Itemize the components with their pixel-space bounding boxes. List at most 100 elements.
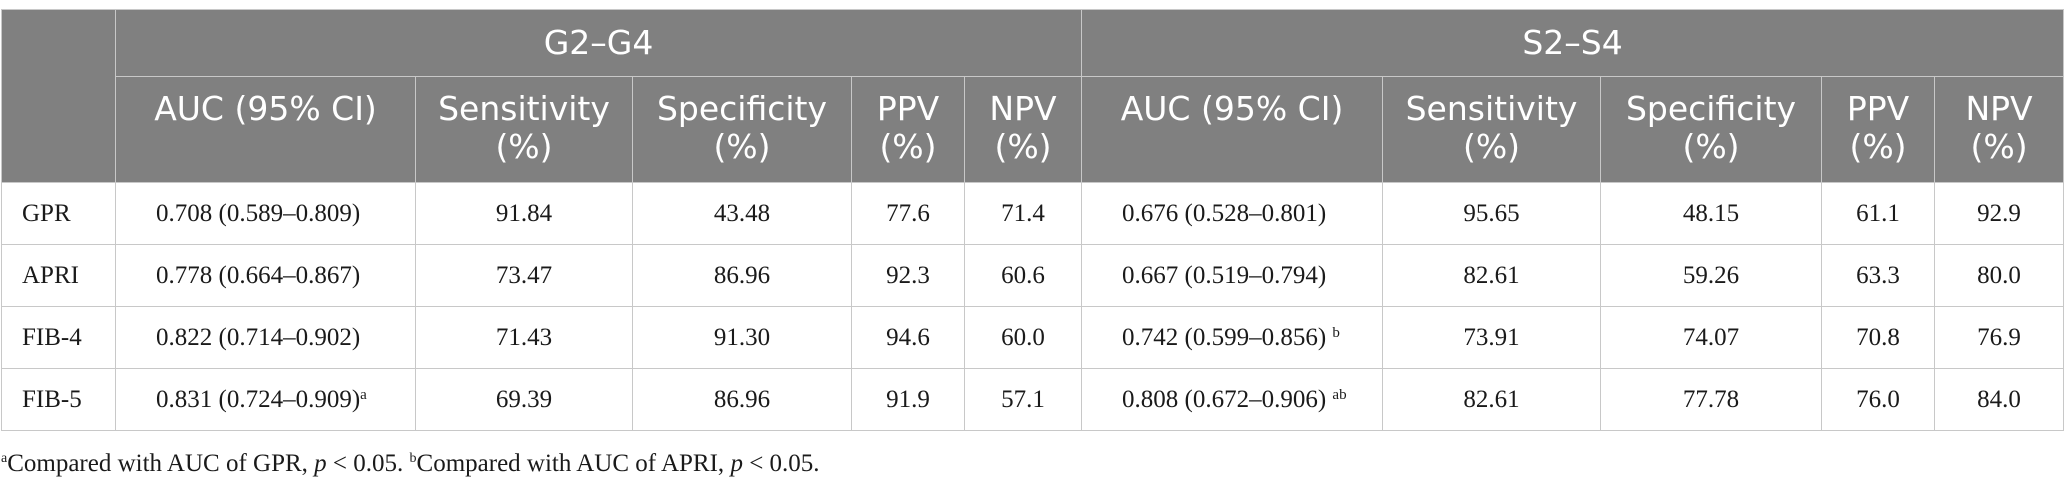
header-text: PPV bbox=[1846, 89, 1910, 128]
cell-g-auc: 0.778 (0.664–0.867) bbox=[115, 244, 416, 307]
cell-g-sensitivity: 71.43 bbox=[415, 306, 633, 369]
header-text: PPV bbox=[876, 89, 940, 128]
header-unit: (%) bbox=[1970, 127, 2028, 166]
header-unit: (%) bbox=[879, 127, 937, 166]
row-label: FIB-5 bbox=[1, 368, 116, 431]
header-s-auc-text: AUC (95% CI) bbox=[1120, 89, 1344, 128]
header-g-auc: AUC (95% CI) bbox=[115, 76, 416, 183]
cell-s-specificity: 59.26 bbox=[1600, 244, 1823, 307]
header-g-sensitivity: Sensitivity (%) bbox=[415, 76, 633, 183]
cell-g-npv: 71.4 bbox=[963, 182, 1083, 245]
footnote-marker-b: b bbox=[409, 451, 417, 466]
cell-g-auc: 0.708 (0.589–0.809) bbox=[115, 182, 416, 245]
footnote-b-tail: < 0.05. bbox=[742, 450, 820, 477]
cell-g-specificity: 86.96 bbox=[632, 368, 852, 431]
cell-s-sensitivity: 95.65 bbox=[1382, 182, 1602, 245]
cell-s-npv: 84.0 bbox=[1934, 368, 2065, 431]
corner-header bbox=[1, 9, 116, 183]
cell-g-npv: 60.6 bbox=[963, 244, 1083, 307]
header-s-auc: AUC (95% CI) bbox=[1081, 76, 1384, 183]
row-label: FIB-4 bbox=[1, 306, 116, 369]
results-table-container: G2–G4 S2–S4 AUC (95% CI) Sensitivity (%) … bbox=[1, 9, 2065, 431]
header-s-sensitivity: Sensitivity (%) bbox=[1382, 76, 1602, 183]
cell-s-specificity: 77.78 bbox=[1600, 368, 1823, 431]
group-header-s2-s4: S2–S4 bbox=[1081, 9, 2065, 77]
p-symbol: p bbox=[730, 450, 743, 477]
cell-g-npv: 57.1 bbox=[963, 368, 1083, 431]
cell-g-ppv: 91.9 bbox=[851, 368, 965, 431]
cell-g-ppv: 94.6 bbox=[851, 306, 965, 369]
results-table: G2–G4 S2–S4 AUC (95% CI) Sensitivity (%) … bbox=[1, 9, 2065, 431]
cell-g-sensitivity: 91.84 bbox=[415, 182, 633, 245]
header-unit: (%) bbox=[1682, 127, 1740, 166]
footnote-marker: ab bbox=[1332, 386, 1347, 403]
cell-s-specificity: 74.07 bbox=[1600, 306, 1823, 369]
group-header-g2-g4: G2–G4 bbox=[114, 9, 1083, 77]
header-text: Sensitivity bbox=[438, 89, 610, 128]
table-row: FIB-5 0.831 (0.724–0.909)a 69.39 86.96 9… bbox=[1, 368, 2065, 431]
auc-value: 0.742 (0.599–0.856) bbox=[1122, 323, 1327, 351]
cell-g-specificity: 43.48 bbox=[632, 182, 852, 245]
cell-s-ppv: 61.1 bbox=[1821, 182, 1936, 245]
header-unit: (%) bbox=[713, 127, 771, 166]
header-s-specificity: Specificity (%) bbox=[1600, 76, 1823, 183]
header-g-ppv: PPV (%) bbox=[851, 76, 965, 183]
cell-g-specificity: 86.96 bbox=[632, 244, 852, 307]
auc-value: 0.676 (0.528–0.801) bbox=[1122, 199, 1327, 227]
table-row: APRI 0.778 (0.664–0.867) 73.47 86.96 92.… bbox=[1, 244, 2065, 307]
header-text: Specificity bbox=[1625, 89, 1797, 128]
table-row: GPR 0.708 (0.589–0.809) 91.84 43.48 77.6… bbox=[1, 182, 2065, 245]
header-text: Specificity bbox=[656, 89, 828, 128]
header-g-specificity: Specificity (%) bbox=[632, 76, 852, 183]
cell-s-sensitivity: 73.91 bbox=[1382, 306, 1602, 369]
cell-g-specificity: 91.30 bbox=[632, 306, 852, 369]
footnote-a-text: Compared with AUC of GPR, bbox=[7, 450, 315, 477]
header-unit: (%) bbox=[1462, 127, 1521, 166]
cell-s-npv: 76.9 bbox=[1934, 306, 2065, 369]
auc-value: 0.808 (0.672–0.906) bbox=[1122, 385, 1327, 413]
cell-s-sensitivity: 82.61 bbox=[1382, 368, 1602, 431]
cell-s-auc: 0.676 (0.528–0.801) bbox=[1081, 182, 1384, 245]
cell-g-auc: 0.822 (0.714–0.902) bbox=[115, 306, 416, 369]
header-g-auc-text: AUC (95% CI) bbox=[154, 89, 377, 128]
auc-value: 0.667 (0.519–0.794) bbox=[1122, 261, 1327, 289]
header-g-npv: NPV (%) bbox=[963, 76, 1083, 183]
cell-s-auc: 0.667 (0.519–0.794) bbox=[1081, 244, 1384, 307]
auc-value: 0.822 (0.714–0.902) bbox=[156, 323, 361, 351]
group-header-row: G2–G4 S2–S4 bbox=[1, 9, 2065, 183]
header-unit: (%) bbox=[495, 127, 553, 166]
cell-s-ppv: 70.8 bbox=[1821, 306, 1936, 369]
cell-g-ppv: 77.6 bbox=[851, 182, 965, 245]
auc-value: 0.708 (0.589–0.809) bbox=[156, 199, 361, 227]
cell-s-npv: 80.0 bbox=[1934, 244, 2065, 307]
header-unit: (%) bbox=[1849, 127, 1907, 166]
cell-s-specificity: 48.15 bbox=[1600, 182, 1823, 245]
auc-value: 0.831 (0.724–0.909) bbox=[156, 385, 361, 413]
cell-s-auc: 0.808 (0.672–0.906) ab bbox=[1081, 368, 1384, 431]
cell-g-ppv: 92.3 bbox=[851, 244, 965, 307]
header-s-ppv: PPV (%) bbox=[1821, 76, 1936, 183]
cell-g-sensitivity: 73.47 bbox=[415, 244, 633, 307]
column-header-row: AUC (95% CI) Sensitivity (%) Specificity(… bbox=[2, 76, 2065, 183]
cell-g-auc: 0.831 (0.724–0.909)a bbox=[115, 368, 416, 431]
header-s-npv: NPV (%) bbox=[1934, 76, 2065, 183]
cell-s-npv: 92.9 bbox=[1934, 182, 2065, 245]
p-symbol: p bbox=[314, 450, 327, 477]
header-text: NPV bbox=[1965, 89, 2033, 128]
cell-s-ppv: 76.0 bbox=[1821, 368, 1936, 431]
header-text: NPV bbox=[989, 89, 1057, 128]
cell-g-npv: 60.0 bbox=[963, 306, 1083, 369]
footnote-marker-a: a bbox=[1, 451, 8, 466]
footnote-marker: a bbox=[360, 386, 367, 403]
cell-g-sensitivity: 69.39 bbox=[415, 368, 633, 431]
footnote-a-tail: < 0.05. bbox=[326, 450, 410, 477]
cell-s-sensitivity: 82.61 bbox=[1382, 244, 1602, 307]
footnote-b-text: Compared with AUC of APRI, bbox=[416, 450, 731, 477]
cell-s-ppv: 63.3 bbox=[1821, 244, 1936, 307]
cell-s-auc: 0.742 (0.599–0.856) b bbox=[1081, 306, 1384, 369]
table-footnote: aCompared with AUC of GPR, p < 0.05. bCo… bbox=[1, 450, 820, 478]
header-text: Sensitivity bbox=[1405, 89, 1578, 128]
header-unit: (%) bbox=[994, 127, 1052, 166]
table-row: FIB-4 0.822 (0.714–0.902) 71.43 91.30 94… bbox=[1, 306, 2065, 369]
row-label: GPR bbox=[1, 182, 116, 245]
